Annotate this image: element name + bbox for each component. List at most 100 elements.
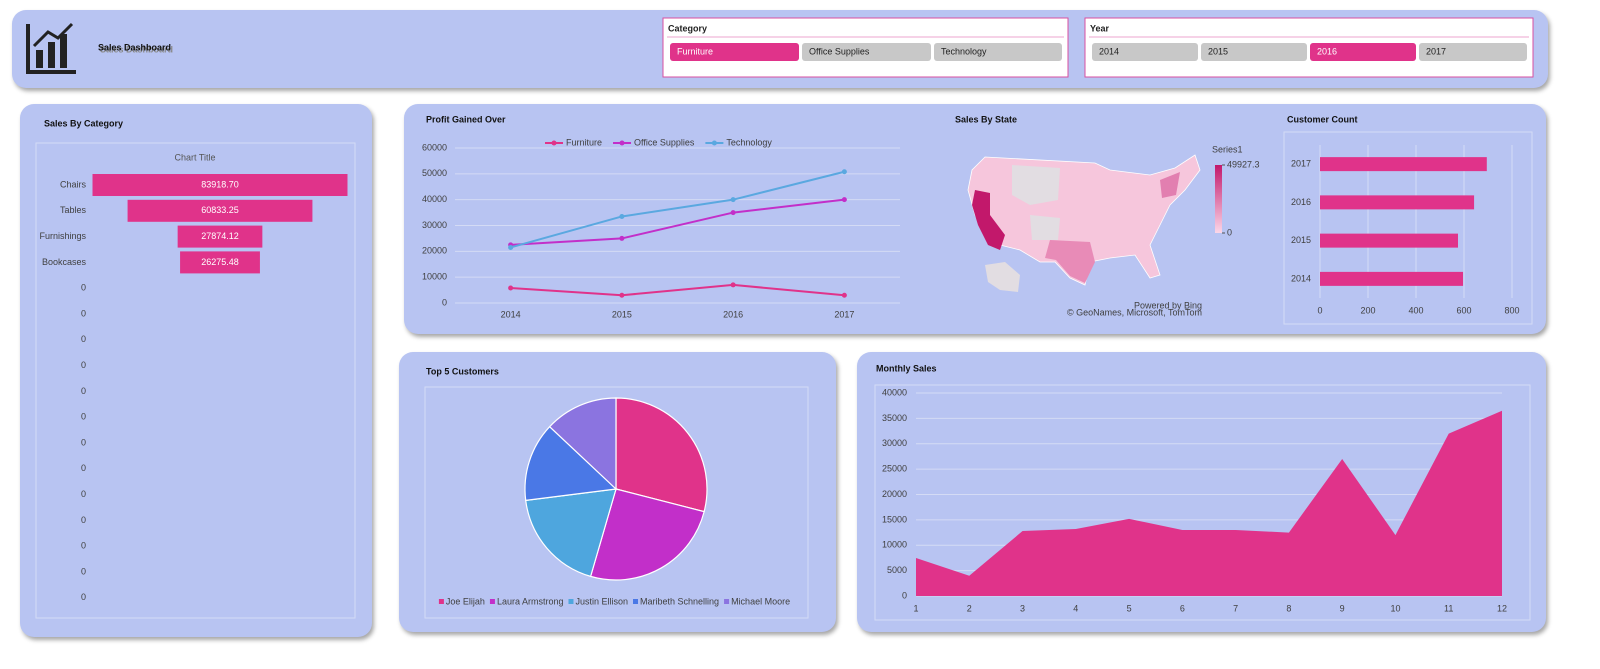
panel-title: Sales By Category bbox=[44, 118, 123, 128]
x-tick-label: 3 bbox=[1020, 603, 1025, 613]
y-tick-label: 25000 bbox=[882, 464, 907, 474]
category-label: 0 bbox=[81, 463, 86, 473]
series-point bbox=[730, 197, 736, 203]
slicer-button-label[interactable]: 2014 bbox=[1099, 46, 1119, 56]
panel-title: Top 5 Customers bbox=[426, 366, 499, 376]
x-tick-label: 200 bbox=[1360, 305, 1375, 315]
legend-label: Office Supplies bbox=[634, 137, 695, 147]
y-tick-label: 10000 bbox=[882, 540, 907, 550]
x-tick-label: 8 bbox=[1286, 603, 1291, 613]
panel-title: Customer Count bbox=[1287, 114, 1358, 124]
x-tick-label: 400 bbox=[1408, 305, 1423, 315]
pie-slice bbox=[548, 397, 617, 491]
series-point bbox=[619, 213, 625, 219]
x-tick-label: 9 bbox=[1340, 603, 1345, 613]
slicer-title: Year bbox=[1090, 23, 1110, 33]
x-tick-label: 1 bbox=[913, 603, 918, 613]
series-point bbox=[619, 292, 625, 298]
y-tick-label: 20000 bbox=[422, 246, 447, 256]
pie-slice bbox=[615, 397, 708, 513]
legend-label: Laura Armstrong bbox=[497, 596, 564, 606]
series-point bbox=[841, 197, 847, 203]
legend-swatch-point bbox=[619, 140, 625, 146]
x-tick-label: 2014 bbox=[501, 309, 521, 319]
area bbox=[916, 410, 1502, 596]
panel-title: Profit Gained Over bbox=[426, 114, 506, 124]
legend-swatch-point bbox=[711, 140, 717, 146]
legend-swatch bbox=[724, 599, 730, 604]
category-label: 0 bbox=[81, 308, 86, 318]
x-tick-label: 600 bbox=[1456, 305, 1471, 315]
x-tick-label: 2016 bbox=[723, 309, 743, 319]
pie-slice bbox=[524, 425, 618, 502]
y-tick-label: 40000 bbox=[422, 194, 447, 204]
x-tick-label: 10 bbox=[1390, 603, 1400, 613]
series-point bbox=[619, 235, 625, 241]
x-tick-label: 4 bbox=[1073, 603, 1078, 613]
slicer-button[interactable] bbox=[934, 43, 1062, 61]
slicer-button[interactable] bbox=[1310, 43, 1416, 61]
slicer-button[interactable] bbox=[1201, 43, 1307, 61]
y-tick-label: 10000 bbox=[422, 272, 447, 282]
chart-frame bbox=[874, 384, 1531, 621]
slicer-button[interactable] bbox=[670, 43, 799, 61]
value-label: 26275.48 bbox=[201, 257, 239, 267]
slicer-button-label[interactable]: 2015 bbox=[1208, 46, 1228, 56]
slicer-button-label[interactable]: 2016 bbox=[1317, 46, 1337, 56]
x-tick-label: 11 bbox=[1444, 603, 1453, 613]
legend-swatch bbox=[438, 599, 444, 604]
x-tick-label: 2015 bbox=[612, 309, 632, 319]
x-tick-label: 5 bbox=[1127, 603, 1132, 613]
colorbar-label: 0 bbox=[1227, 227, 1232, 237]
funnel-bar bbox=[127, 199, 313, 222]
dashboard-title: Sales Dashboard bbox=[98, 42, 171, 52]
category-label: 0 bbox=[81, 334, 86, 344]
x-tick-label: 7 bbox=[1233, 603, 1238, 613]
y-tick-label: 2017 bbox=[1291, 159, 1311, 169]
legend-label: Technology bbox=[726, 137, 772, 147]
series-point bbox=[730, 282, 736, 288]
y-tick-label: 2016 bbox=[1291, 197, 1311, 207]
slicer-button-label[interactable]: Office Supplies bbox=[809, 46, 870, 56]
us-map bbox=[967, 154, 1201, 292]
legend-swatch bbox=[568, 599, 574, 604]
y-tick-label: 50000 bbox=[422, 168, 447, 178]
category-label: Chairs bbox=[60, 179, 87, 189]
series-point bbox=[508, 285, 514, 291]
slicer-button-label[interactable]: Technology bbox=[941, 46, 987, 56]
slicer-button[interactable] bbox=[1092, 43, 1198, 61]
panel-title: Sales By State bbox=[955, 114, 1017, 124]
y-tick-label: 30000 bbox=[422, 220, 447, 230]
funnel-bar bbox=[177, 225, 263, 248]
series-line bbox=[510, 283, 845, 297]
category-panel bbox=[20, 104, 372, 637]
category-label: Furnishings bbox=[39, 231, 86, 241]
slicer-button-label[interactable]: Furniture bbox=[677, 46, 713, 56]
slicer-button[interactable] bbox=[1419, 43, 1527, 61]
category-label: 0 bbox=[81, 566, 86, 576]
category-label: 0 bbox=[81, 437, 86, 447]
x-tick-label: 12 bbox=[1497, 603, 1507, 613]
slicer-button[interactable] bbox=[802, 43, 931, 61]
category-label: 0 bbox=[81, 592, 86, 602]
value-label: 27874.12 bbox=[201, 231, 239, 241]
bar bbox=[1320, 271, 1464, 286]
category-label: 0 bbox=[81, 515, 86, 525]
y-tick-label: 0 bbox=[902, 590, 907, 600]
series-point bbox=[508, 244, 514, 250]
pie-slice bbox=[589, 488, 705, 581]
attribution: Powered by Bing bbox=[1134, 300, 1202, 310]
funnel-bar bbox=[180, 251, 260, 274]
chart-subtitle: Chart Title bbox=[174, 152, 215, 162]
y-tick-label: 2015 bbox=[1291, 235, 1311, 245]
chart-frame bbox=[424, 386, 809, 619]
slicer-button-label[interactable]: 2017 bbox=[1426, 46, 1446, 56]
series-line bbox=[510, 198, 845, 246]
slicer-title: Category bbox=[668, 23, 707, 33]
category-label: 0 bbox=[81, 541, 86, 551]
legend-label: Justin Ellison bbox=[575, 596, 628, 606]
legend-label: Furniture bbox=[566, 137, 602, 147]
category-label: 0 bbox=[81, 489, 86, 499]
pie-slice bbox=[525, 488, 617, 578]
